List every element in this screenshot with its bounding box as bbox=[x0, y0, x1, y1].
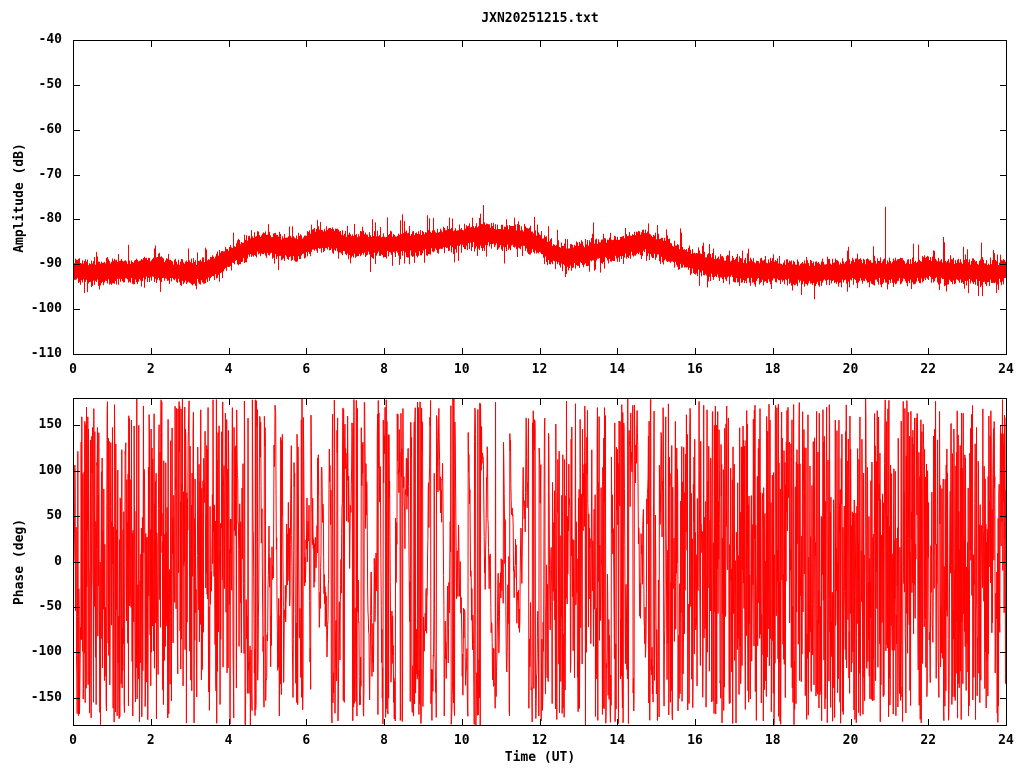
phase-x-tick-label: 2 bbox=[146, 733, 155, 748]
phase-x-tick-label: 20 bbox=[842, 733, 859, 748]
phase-x-tick-label: 4 bbox=[224, 733, 233, 748]
amplitude-x-tick-label: 20 bbox=[842, 362, 859, 377]
phase-y-tick-label: 50 bbox=[46, 508, 62, 524]
phase-y-tick-label: -50 bbox=[38, 598, 62, 614]
amplitude-x-tick-label: 4 bbox=[224, 362, 233, 377]
amplitude-y-tick-label: -60 bbox=[38, 121, 62, 137]
phase-y-tick-label: 100 bbox=[38, 462, 62, 478]
amplitude-x-tick-label: 24 bbox=[998, 362, 1014, 377]
amplitude-y-tick-label: -110 bbox=[30, 346, 62, 361]
phase-x-tick-label: 0 bbox=[69, 733, 77, 748]
amplitude-x-tick-label: 18 bbox=[764, 362, 781, 377]
amplitude-x-tick-label: 10 bbox=[453, 362, 470, 377]
amplitude-y-tick-label: -50 bbox=[38, 76, 62, 92]
amplitude-x-tick-label: 14 bbox=[609, 362, 626, 377]
amplitude-y-tick-label: -90 bbox=[38, 256, 62, 272]
phase-x-tick-label: 8 bbox=[380, 733, 388, 748]
amplitude-y-tick-label: -100 bbox=[30, 301, 62, 317]
amplitude-x-tick-label: 2 bbox=[146, 362, 155, 377]
phase-y-tick-label: 150 bbox=[38, 417, 62, 433]
phase-x-tick-label: 10 bbox=[453, 733, 470, 748]
phase-x-tick-label: 14 bbox=[609, 733, 626, 748]
phase-y-tick-label: -100 bbox=[30, 644, 62, 660]
amplitude-plot-canvas bbox=[73, 40, 1007, 355]
phase-plot-canvas bbox=[73, 398, 1007, 726]
phase-x-tick-label: 16 bbox=[687, 733, 703, 748]
time-axis-label: Time (UT) bbox=[504, 750, 576, 765]
amplitude-x-tick-label: 6 bbox=[302, 362, 311, 377]
phase-x-tick-label: 24 bbox=[998, 733, 1014, 748]
phase-y-tick-label: 0 bbox=[54, 553, 62, 569]
amplitude-x-tick-label: 12 bbox=[531, 362, 548, 377]
phase-y-tick-label: -150 bbox=[30, 689, 62, 705]
phase-x-tick-label: 6 bbox=[302, 733, 311, 748]
phase-x-tick-label: 22 bbox=[920, 733, 937, 748]
amplitude-x-tick-label: 0 bbox=[69, 362, 77, 377]
amplitude-y-tick-label: -70 bbox=[38, 166, 62, 182]
phase-x-tick-label: 18 bbox=[764, 733, 781, 748]
amplitude-y-tick-label: -40 bbox=[38, 32, 62, 47]
phase-x-tick-label: 12 bbox=[531, 733, 548, 748]
amplitude-x-tick-label: 8 bbox=[380, 362, 388, 377]
chart-title: JXN20251215.txt bbox=[481, 11, 599, 26]
amplitude-x-tick-label: 16 bbox=[687, 362, 703, 377]
amplitude-x-tick-label: 22 bbox=[920, 362, 937, 377]
amplitude-y-tick-label: -80 bbox=[38, 211, 62, 227]
